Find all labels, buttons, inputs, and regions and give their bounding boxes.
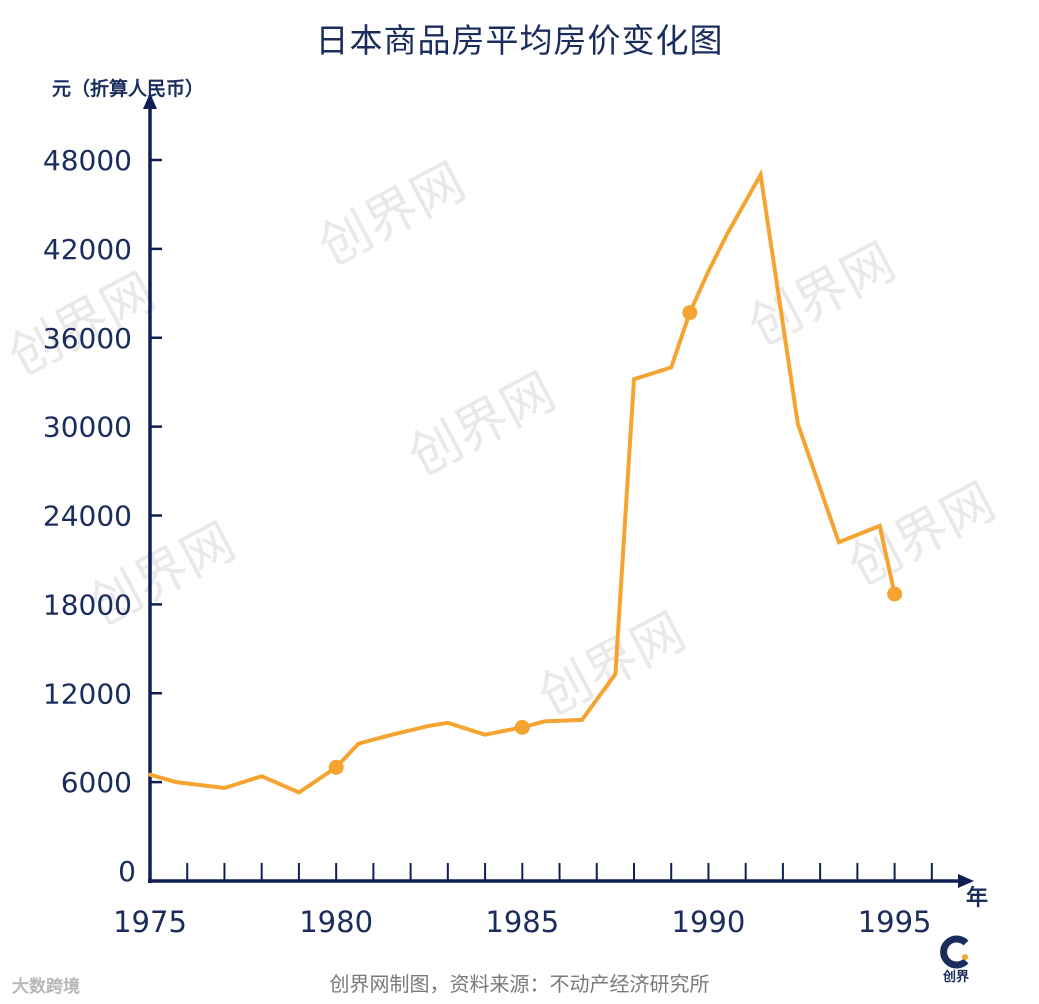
y-tick-label: 42000: [43, 233, 132, 266]
x-axis-label: 年: [966, 886, 989, 911]
x-tick-label: 1990: [672, 905, 746, 939]
x-tick-label: 1985: [485, 905, 559, 939]
watermark-text: 创界网: [839, 472, 1005, 598]
y-axis-label: 元（折算人民币）: [52, 78, 205, 100]
y-tick-label: 24000: [43, 500, 132, 533]
watermark-text: 创界网: [399, 362, 565, 488]
chart-series: [148, 168, 897, 795]
logo-text: 创界: [942, 970, 969, 985]
y-tick-label: 0: [118, 855, 136, 888]
chart-title: 日本商品房平均房价变化图: [315, 21, 724, 60]
x-tick-label: 1975: [113, 905, 187, 939]
watermark-text: 创界网: [739, 232, 905, 358]
data-point-marker: [328, 759, 344, 775]
data-point-marker: [514, 719, 530, 735]
chart-highlight-points: [328, 305, 903, 775]
x-axis-arrow-icon: [958, 874, 974, 888]
y-axis-arrow-icon: [143, 93, 157, 109]
watermark-text: 创界网: [309, 152, 475, 278]
data-point-marker: [682, 305, 698, 321]
y-tick-label: 12000: [43, 677, 132, 710]
brand-logo: 创界: [934, 935, 978, 995]
corner-brand-watermark: 大数跨境: [12, 977, 80, 997]
x-tick-label: 1995: [858, 905, 932, 939]
chart-ticks: 0 6000 12000 18000 24000 30000 36000 42000 48000…: [43, 144, 933, 939]
chart-axes: [143, 93, 974, 888]
y-tick-label: 30000: [43, 411, 132, 444]
price-series-line: [148, 168, 897, 795]
y-tick-label: 48000: [43, 144, 132, 177]
watermark-text: 创界网: [529, 602, 695, 728]
data-point-marker: [887, 586, 903, 602]
x-tick-label: 1980: [299, 905, 373, 939]
y-tick-label: 36000: [43, 322, 132, 355]
logo-c-icon: [940, 935, 969, 969]
y-tick-label: 6000: [61, 766, 132, 799]
source-note: 创界网制图，资料来源：不动产经济研究所: [329, 972, 710, 996]
y-tick-label: 18000: [43, 588, 132, 621]
